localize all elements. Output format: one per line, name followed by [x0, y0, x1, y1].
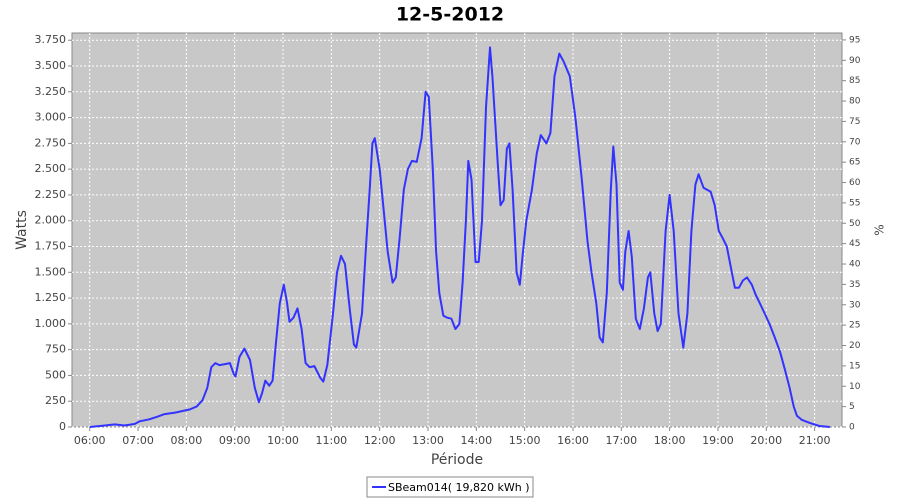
y-tick-label: 1.250	[35, 291, 67, 304]
y2-tick-label: 10	[849, 382, 861, 392]
x-tick-label: 09:00	[219, 434, 251, 447]
x-tick-label: 13:00	[412, 434, 444, 447]
y2-tick-label: 35	[849, 280, 860, 290]
y-tick-label: 1.500	[35, 265, 67, 278]
x-tick-label: 21:00	[799, 434, 831, 447]
y2-tick-label: 15	[849, 361, 860, 371]
x-tick-label: 10:00	[267, 434, 299, 447]
y2-tick-label: 90	[849, 56, 861, 66]
y2-tick-label: 55	[849, 198, 860, 208]
chart-title: 12-5-2012	[396, 4, 504, 26]
y-tick-label: 3.500	[35, 59, 67, 72]
x-tick-label: 08:00	[171, 434, 203, 447]
y2-tick-label: 70	[849, 137, 861, 147]
legend	[366, 476, 534, 498]
y-tick-label: 0	[59, 420, 66, 433]
x-axis-label: Période	[431, 452, 483, 468]
y-tick-label: 3.250	[35, 85, 67, 98]
y2-tick-label: 45	[849, 239, 860, 249]
x-tick-label: 14:00	[460, 434, 492, 447]
x-tick-label: 16:00	[557, 434, 589, 447]
y2-tick-label: 30	[849, 300, 861, 310]
y2-tick-label: 40	[849, 260, 861, 270]
y-tick-label: 250	[45, 394, 66, 407]
y-tick-label: 2.500	[35, 162, 67, 175]
x-tick-label: 20:00	[750, 434, 782, 447]
y2-tick-label: 95	[849, 35, 860, 45]
y-axis-label: Watts	[14, 210, 30, 250]
series-line	[89, 46, 830, 428]
x-tick-label: 12:00	[364, 434, 396, 447]
y-tick-label: 1.000	[35, 317, 67, 330]
y2-tick-label: 25	[849, 321, 860, 331]
y2-tick-label: 75	[849, 117, 860, 127]
x-tick-label: 17:00	[605, 434, 637, 447]
x-tick-label: 11:00	[315, 434, 347, 447]
x-tick-label: 18:00	[654, 434, 686, 447]
y2-tick-label: 0	[849, 423, 855, 433]
y2-tick-label: 50	[849, 219, 861, 229]
legend-label: SBeam014( 19,820 kWh )	[388, 481, 530, 494]
y-tick-label: 750	[45, 343, 66, 356]
y2-tick-label: 20	[849, 341, 861, 351]
y2-tick-label: 85	[849, 76, 860, 86]
y-tick-label: 2.250	[35, 188, 67, 201]
y2-tick-label: 80	[849, 97, 861, 107]
x-tick-label: 06:00	[74, 434, 106, 447]
y2-tick-label: 5	[849, 402, 855, 412]
y-tick-label: 500	[45, 368, 66, 381]
y-tick-label: 2.750	[35, 136, 67, 149]
y-tick-label: 3.000	[35, 111, 67, 124]
y2-axis-label: %	[873, 224, 887, 235]
y-tick-label: 3.750	[35, 33, 67, 46]
x-tick-label: 15:00	[509, 434, 541, 447]
y-tick-label: 2.000	[35, 214, 67, 227]
x-tick-label: 07:00	[122, 434, 154, 447]
x-tick-label: 19:00	[702, 434, 734, 447]
plot-area	[71, 32, 843, 428]
y2-tick-label: 65	[849, 158, 860, 168]
y2-tick-label: 60	[849, 178, 861, 188]
y-tick-label: 1.750	[35, 240, 67, 253]
